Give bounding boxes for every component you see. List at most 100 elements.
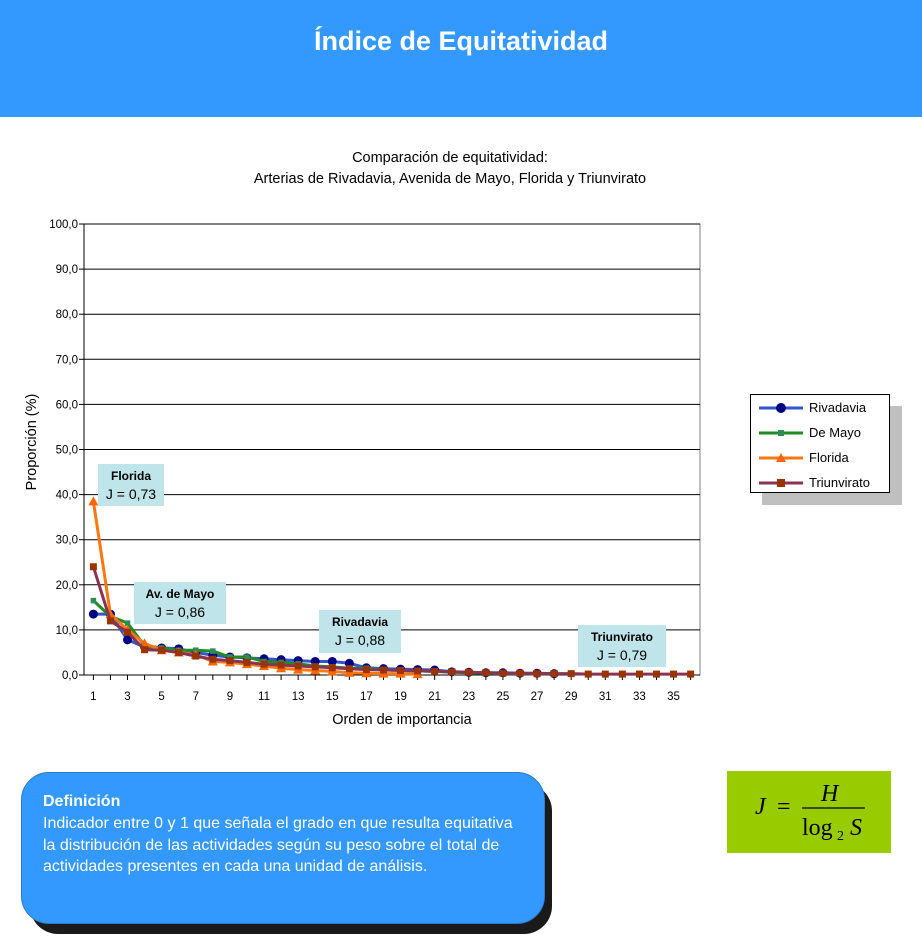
x-tick-label: 19 xyxy=(394,691,407,703)
definition-text: Indicador entre 0 y 1 que señala el grad… xyxy=(43,815,513,875)
legend-item-rivadavia: Rivadavia xyxy=(751,398,891,418)
annotation-value: J = 0,86 xyxy=(155,604,205,620)
data-point-triunvirato xyxy=(362,666,370,674)
annotation-value: J = 0,79 xyxy=(597,647,647,663)
legend-marker-florida xyxy=(759,453,803,462)
data-point-triunvirato xyxy=(294,662,302,670)
data-point-triunvirato xyxy=(311,663,319,671)
definition-box: Definición Indicador entre 0 y 1 que señ… xyxy=(21,772,545,924)
chart-title-line-1: Comparación de equitatividad: xyxy=(352,150,548,166)
formula-log: log xyxy=(802,815,833,841)
x-tick-label: 7 xyxy=(193,691,199,703)
data-point-rivadavia xyxy=(327,656,337,666)
data-point-triunvirato xyxy=(584,670,592,678)
x-tick-label: 33 xyxy=(633,691,646,703)
data-point-de-mayo xyxy=(210,648,216,654)
data-point-rivadavia xyxy=(123,635,133,645)
x-tick-label: 5 xyxy=(158,691,164,703)
y-tick-label: 40,0 xyxy=(56,490,78,502)
x-tick-label: 35 xyxy=(667,691,680,703)
formula-numerator: H xyxy=(820,781,840,807)
data-point-triunvirato xyxy=(158,646,166,654)
data-point-triunvirato xyxy=(345,665,353,673)
legend-label-triunvirato: Triunvirato xyxy=(809,475,870,490)
data-point-triunvirato xyxy=(618,670,626,678)
data-point-de-mayo xyxy=(244,654,250,660)
annotation-name: Av. de Mayo xyxy=(146,587,215,601)
y-tick-label: 70,0 xyxy=(56,354,78,366)
legend-label-rivadavia: Rivadavia xyxy=(809,400,867,415)
series-triunvirato xyxy=(89,563,695,678)
y-tick-label: 80,0 xyxy=(56,309,78,321)
legend-marker-triunvirato xyxy=(759,479,803,487)
formula-lhs: J xyxy=(755,794,767,820)
data-point-triunvirato xyxy=(670,670,678,678)
data-point-triunvirato xyxy=(124,628,132,636)
y-tick-label: 60,0 xyxy=(56,399,78,411)
x-tick-label: 23 xyxy=(462,691,475,703)
data-point-triunvirato xyxy=(379,666,387,674)
x-tick-label: 11 xyxy=(258,691,270,703)
data-point-florida xyxy=(88,496,99,506)
formula-equals: = xyxy=(777,794,791,820)
data-point-triunvirato xyxy=(601,670,609,678)
x-axis-label: Orden de importancia xyxy=(332,712,472,728)
annotation-name: Florida xyxy=(111,469,151,483)
definition-title: Definición xyxy=(43,793,121,810)
y-axis-label: Proporción (%) xyxy=(24,394,40,491)
data-point-triunvirato xyxy=(516,669,524,677)
data-point-triunvirato xyxy=(328,664,336,672)
legend-item-triunvirato: Triunvirato xyxy=(751,473,891,493)
y-tick-label: 30,0 xyxy=(56,535,78,547)
data-point-triunvirato xyxy=(106,617,114,625)
annotation-box xyxy=(98,464,164,506)
annotation-box xyxy=(134,582,226,624)
data-point-triunvirato xyxy=(209,655,217,663)
annotation-value: J = 0,73 xyxy=(106,486,156,502)
data-point-triunvirato xyxy=(567,670,575,678)
data-point-triunvirato xyxy=(226,657,234,665)
data-point-triunvirato xyxy=(465,668,473,676)
data-point-triunvirato xyxy=(448,668,456,676)
formula: J = H log 2 S xyxy=(755,781,865,844)
x-tick-label: 13 xyxy=(292,691,305,703)
data-point-triunvirato xyxy=(431,667,439,675)
data-point-triunvirato xyxy=(687,670,695,678)
legend-item-de-mayo: De Mayo xyxy=(751,423,891,443)
page-title: Índice de Equitatividad xyxy=(313,26,609,56)
chart-legend: Rivadavia De Mayo Florida Triunvirato xyxy=(750,394,890,493)
data-point-triunvirato xyxy=(260,660,268,668)
legend-label-florida: Florida xyxy=(809,450,849,465)
formula-log-base: 2 xyxy=(837,829,844,844)
y-tick-label: 20,0 xyxy=(56,580,78,592)
x-tick-label: 27 xyxy=(531,691,544,703)
formula-box: J = H log 2 S xyxy=(727,771,891,853)
y-tick-label: 50,0 xyxy=(56,445,78,457)
data-point-de-mayo xyxy=(124,620,131,626)
annotation-value: J = 0,88 xyxy=(335,632,385,648)
x-tick-label: 3 xyxy=(124,691,130,703)
legend-label-de-mayo: De Mayo xyxy=(809,425,862,440)
x-tick-label: 15 xyxy=(326,691,339,703)
y-tick-label: 100,0 xyxy=(49,219,78,231)
data-point-triunvirato xyxy=(533,670,541,678)
annotation-box xyxy=(319,610,401,653)
data-point-triunvirato xyxy=(397,666,405,674)
data-point-triunvirato xyxy=(550,670,558,678)
annotation-rivadavia: Rivadavia J = 0,88 xyxy=(319,610,401,653)
data-point-triunvirato xyxy=(499,669,507,677)
x-tick-label: 1 xyxy=(90,691,96,703)
y-tick-label: 10,0 xyxy=(56,625,78,637)
x-tick-label: 29 xyxy=(565,691,578,703)
data-point-rivadavia xyxy=(88,609,98,619)
legend-marker-de-mayo xyxy=(759,430,803,436)
legend-marker-rivadavia xyxy=(759,403,803,413)
data-point-triunvirato xyxy=(175,648,183,656)
x-tick-label: 31 xyxy=(599,691,612,703)
data-point-triunvirato xyxy=(192,652,200,660)
x-tick-label: 25 xyxy=(497,691,510,703)
data-point-triunvirato xyxy=(635,670,643,678)
data-point-de-mayo xyxy=(90,597,97,604)
annotation-florida: Florida J = 0,73 xyxy=(98,464,164,506)
y-tick-label: 0,0 xyxy=(62,670,78,682)
